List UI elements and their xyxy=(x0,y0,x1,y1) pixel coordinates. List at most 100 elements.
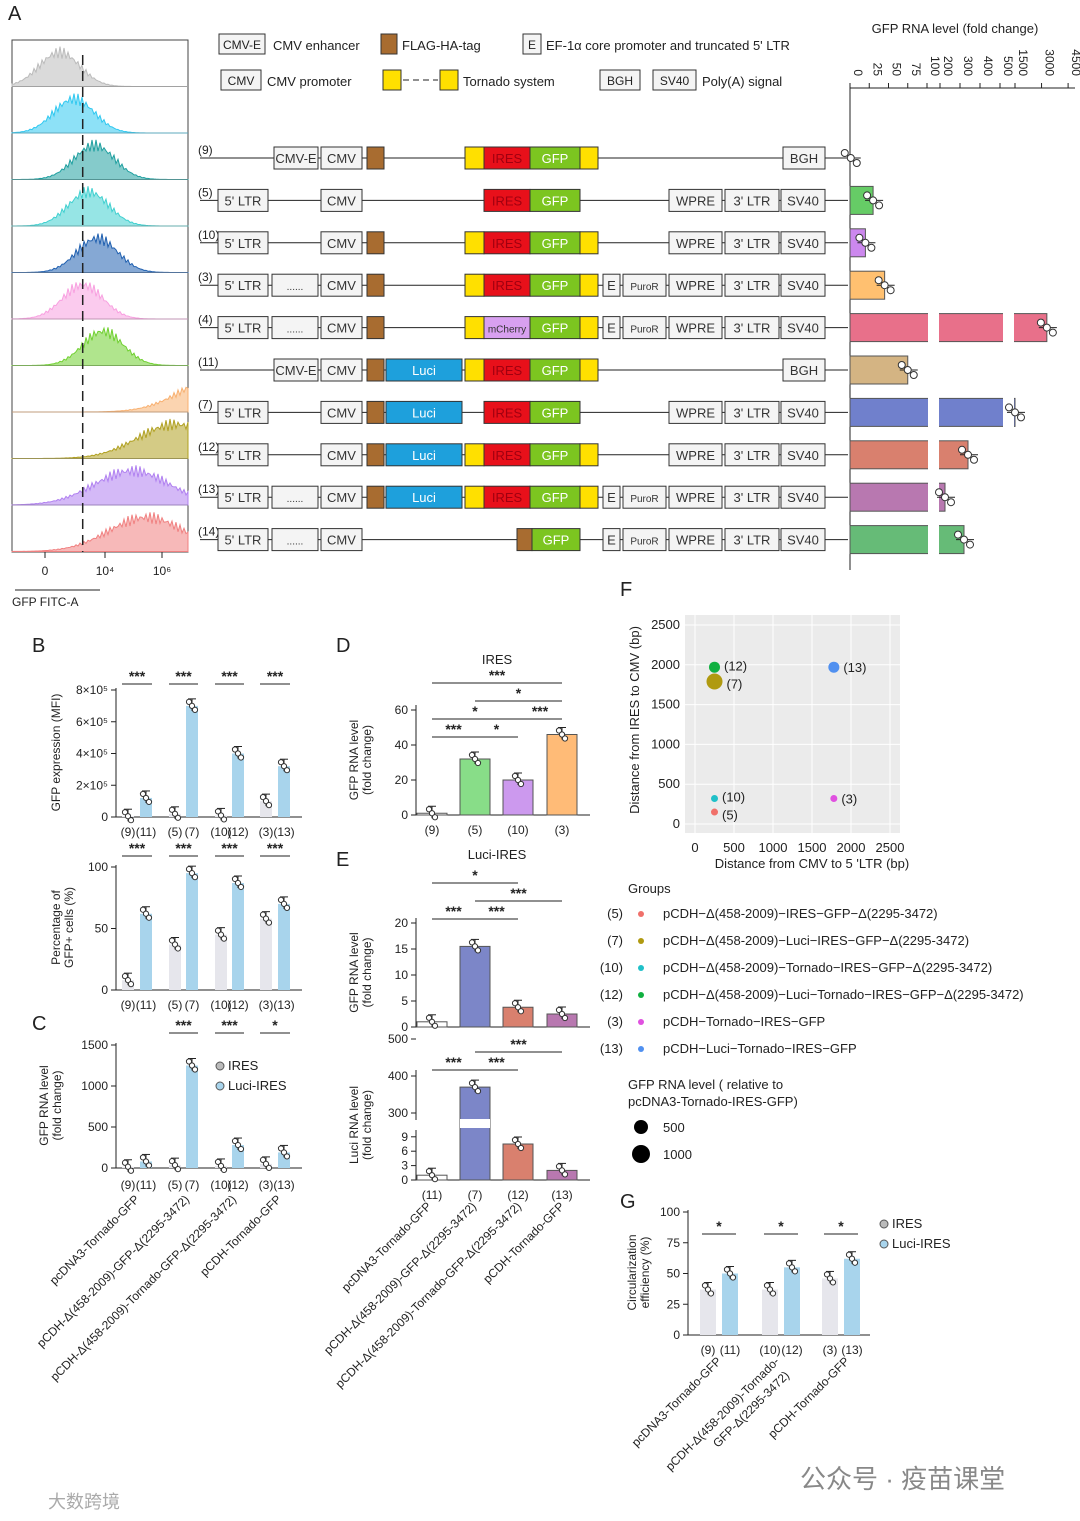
data-point xyxy=(726,1270,734,1277)
segment-flag xyxy=(366,358,385,382)
scatter-point-label: (12) xyxy=(724,658,747,673)
segment-sv40 xyxy=(780,231,826,255)
group-name: pCDH−Δ(458-2009)−Luci−IRES−GFP−Δ(2295-34… xyxy=(663,933,969,948)
segment-label-ltr5: 5' LTR xyxy=(225,490,262,505)
data-point xyxy=(145,798,153,806)
segment-y1 xyxy=(464,358,485,382)
segment-puro xyxy=(622,273,667,297)
legend-cmve-text: CMV enhancer xyxy=(273,38,360,53)
segment-label-wpre: WPRE xyxy=(676,236,715,251)
data-point xyxy=(869,196,878,205)
x-tick-label: 1500 xyxy=(798,840,827,855)
data-point xyxy=(829,1279,837,1286)
data-point xyxy=(174,814,182,821)
data-point xyxy=(514,1140,522,1148)
data-point xyxy=(234,750,242,757)
data-point xyxy=(220,935,228,942)
group-name: pCDH−Δ(458-2009)−IRES−GFP−Δ(2295-3472) xyxy=(663,906,938,921)
legend-marker xyxy=(879,1219,889,1229)
segment-label-ltr3: 3' LTR xyxy=(734,193,771,208)
segment-sv40 xyxy=(780,273,826,297)
construct-id: (13) xyxy=(198,482,219,496)
bar xyxy=(722,1273,738,1335)
data-point xyxy=(954,530,962,539)
segment-label-wpre: WPRE xyxy=(676,448,715,463)
legend-marker xyxy=(215,1081,225,1091)
segment-ltr3 xyxy=(724,188,780,212)
x-category-label: (9) xyxy=(701,1343,716,1357)
bar xyxy=(186,705,198,817)
panel-label-f: F xyxy=(620,579,632,601)
axis-break-gap xyxy=(928,397,939,428)
significance-label: *** xyxy=(532,703,549,719)
construct-id: (11) xyxy=(198,355,218,369)
axis-break-gap xyxy=(928,482,939,513)
significance-label: *** xyxy=(175,668,192,684)
data-point xyxy=(1042,323,1051,332)
bar xyxy=(546,734,578,816)
data-point xyxy=(121,1159,129,1166)
segment-cmve xyxy=(273,358,319,382)
segment-label-gfp: GFP xyxy=(542,363,569,378)
data-point xyxy=(851,1259,859,1266)
segment-e xyxy=(602,316,621,340)
significance-label: *** xyxy=(488,1054,505,1070)
data-point xyxy=(468,751,476,759)
segment-sv40 xyxy=(780,443,826,467)
segment-label-sv40: SV40 xyxy=(787,193,819,208)
data-point xyxy=(431,814,439,821)
legend-tornado-text: Tornado system xyxy=(463,74,555,89)
panel-label-b: B xyxy=(32,635,45,657)
segment-sv40 xyxy=(780,188,826,212)
data-point xyxy=(428,1018,436,1025)
data-point xyxy=(514,776,522,784)
data-point xyxy=(428,810,436,817)
y-tick-label: 2×10⁵ xyxy=(76,778,108,792)
segment-label-luci: Luci xyxy=(412,448,436,463)
segment-label-sv40: SV40 xyxy=(787,278,819,293)
data-point xyxy=(855,233,864,242)
segment-label-cmv: CMV xyxy=(327,278,356,293)
axis-break-gap xyxy=(928,524,939,555)
axis-break-gap xyxy=(460,1119,490,1128)
y-tick-label: 300 xyxy=(388,1106,408,1120)
significance-label: * xyxy=(778,1218,784,1234)
y-tick-label: 6 xyxy=(401,1144,408,1158)
gfp-rna-tick-label: 3000 xyxy=(1043,49,1057,76)
x-category-label: (10) xyxy=(210,998,231,1012)
legend-cmv-box xyxy=(220,69,262,91)
legend-cmve-box-label: CMV-E xyxy=(223,38,261,52)
x-category-label: (10) xyxy=(759,1343,780,1357)
panel-label-e: E xyxy=(336,849,349,871)
data-point xyxy=(237,1145,245,1153)
data-point xyxy=(431,1022,439,1029)
histogram-series xyxy=(11,139,189,180)
segment-label-ires: IRES xyxy=(492,236,523,251)
significance-label: *** xyxy=(267,840,284,856)
data-point xyxy=(517,1008,525,1015)
scatter-point xyxy=(830,795,838,803)
data-point xyxy=(217,812,225,819)
segment-label-ltr5: 5' LTR xyxy=(225,405,262,420)
y-tick-label: 500 xyxy=(88,1120,108,1134)
segment-sv40 xyxy=(780,316,826,340)
y-tick-label: 40 xyxy=(395,738,409,752)
data-point xyxy=(863,191,872,200)
segment-luci xyxy=(385,443,463,467)
group-color-dot xyxy=(638,965,644,971)
segment-flag xyxy=(366,316,385,340)
gfp-rna-bar xyxy=(849,313,1048,343)
segment-label-ltr3: 3' LTR xyxy=(734,236,771,251)
segment-label-cmv: CMV xyxy=(327,405,356,420)
histogram-series xyxy=(11,418,189,459)
scatter-point-label: (5) xyxy=(722,807,738,822)
segment-label-gfp: GFP xyxy=(542,151,569,166)
y-tick-label: 20 xyxy=(395,773,409,787)
data-point xyxy=(558,1167,566,1174)
segment-label-gfp: GFP xyxy=(542,278,569,293)
segment-cmve xyxy=(273,146,319,170)
gfp-rna-bar xyxy=(849,440,969,470)
segment-label-sv40: SV40 xyxy=(787,236,819,251)
legend-tornado-right xyxy=(439,69,459,91)
segment-label-ltr3: 3' LTR xyxy=(734,278,771,293)
